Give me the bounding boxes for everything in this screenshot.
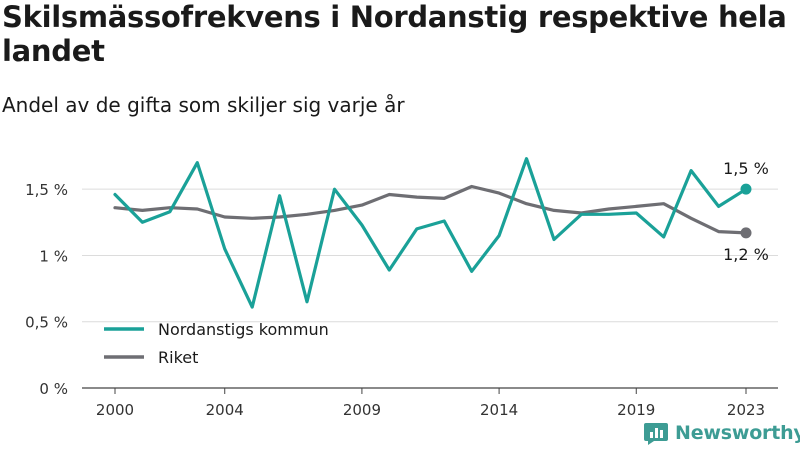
end-labels: 1,2 % 1,5 % [723,159,769,264]
end-point-nordanstig [740,183,752,195]
chart-subtitle: Andel av de gifta som skiljer sig varje … [2,93,405,117]
bar-chart-icon [644,423,668,445]
series-lines [113,157,752,309]
brand-name: Newsworthy [675,422,800,444]
series-line-riket [113,184,748,235]
x-tick-label: 2014 [480,401,518,419]
legend-label: Nordanstigs kommun [158,320,329,339]
x-tick-label: 2023 [727,401,765,419]
axes: 0 % 0,5 % 1 % 1,5 % 2000 2004 2009 2014 2019 2023 [25,181,765,419]
end-point-riket [740,227,752,239]
chart-title: Skilsmässofrekvens i Nordanstig respekti… [2,0,787,68]
series-line-nordanstig [113,157,748,309]
y-tick-label: 0 % [39,380,68,398]
y-tick-label: 1 % [39,247,68,265]
x-tick-label: 2019 [617,401,655,419]
newsworthy-logo: Newsworthy [643,419,800,447]
y-tick-label: 1,5 % [25,181,68,199]
end-label-nordanstig: 1,5 % [723,159,769,178]
end-label-riket: 1,2 % [723,245,769,264]
x-tick-label: 2009 [343,401,381,419]
y-tick-label: 0,5 % [25,314,68,332]
x-tick-label: 2004 [206,401,244,419]
legend-label: Riket [158,348,198,367]
gridlines [82,188,778,389]
legend: Nordanstigs kommun Riket [104,320,329,367]
x-tick-label: 2000 [96,401,134,419]
